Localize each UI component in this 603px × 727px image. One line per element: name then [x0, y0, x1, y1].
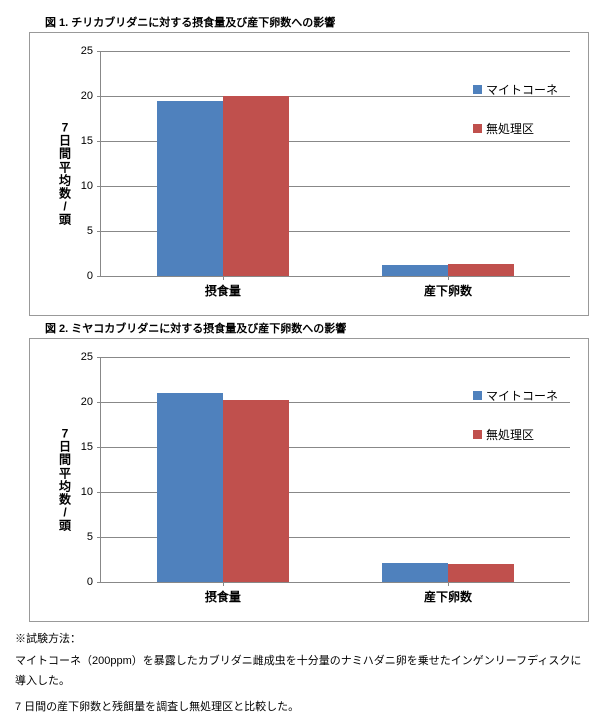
x-tick [448, 276, 449, 280]
y-tick [97, 141, 101, 142]
y-tick [97, 231, 101, 232]
footnote-line-2: 7 日間の産下卵数と残餌量を調査し無処理区と比較した。 [15, 698, 588, 718]
y-axis-label: 7日間平均数/頭 [58, 121, 72, 227]
grid-line [101, 357, 570, 358]
y-tick-label: 20 [81, 90, 93, 102]
y-tick-label: 0 [87, 270, 93, 282]
figure-title: 図 2. ミヤコカブリダニに対する摂食量及び産下卵数への影響 [45, 320, 588, 336]
legend-label: マイトコーネ [486, 387, 558, 404]
x-category-label: 摂食量 [205, 588, 241, 605]
x-tick [448, 582, 449, 586]
bar [382, 265, 448, 276]
y-tick [97, 357, 101, 358]
y-tick-label: 25 [81, 45, 93, 57]
chart-panel: 7日間平均数/頭 0 5 10 15 20 25 摂食量 産下卵数 マイトコーネ無処理区 [29, 338, 589, 622]
y-axis-label: 7日間平均数/頭 [58, 427, 72, 533]
grid-line [101, 51, 570, 52]
legend: マイトコーネ無処理区 [473, 81, 558, 159]
figure-title: 図 1. チリカブリダニに対する摂食量及び産下卵数への影響 [45, 14, 588, 30]
x-tick [223, 582, 224, 586]
bar [448, 564, 514, 582]
bar [382, 563, 448, 582]
y-tick [97, 186, 101, 187]
y-tick [97, 492, 101, 493]
y-tick-label: 5 [87, 225, 93, 237]
legend-label: マイトコーネ [486, 81, 558, 98]
legend-label: 無処理区 [486, 120, 534, 137]
y-tick-label: 0 [87, 576, 93, 588]
y-tick [97, 402, 101, 403]
legend-swatch [473, 430, 482, 439]
y-tick-label: 25 [81, 351, 93, 363]
bar [157, 101, 223, 277]
legend-label: 無処理区 [486, 426, 534, 443]
y-tick-label: 5 [87, 531, 93, 543]
bar [157, 393, 223, 582]
legend-swatch [473, 124, 482, 133]
footnote-line-1: マイトコーネ（200ppm）を暴露したカブリダニ雌成虫を十分量のナミハダニ卵を乗… [15, 652, 588, 692]
footnote-heading: ※試験方法： [15, 630, 588, 646]
y-tick [97, 96, 101, 97]
x-category-label: 産下卵数 [424, 588, 472, 605]
y-tick [97, 537, 101, 538]
x-tick [223, 276, 224, 280]
legend-item: マイトコーネ [473, 387, 558, 404]
y-tick [97, 582, 101, 583]
legend-item: 無処理区 [473, 120, 558, 137]
y-tick-label: 10 [81, 180, 93, 192]
y-tick [97, 51, 101, 52]
bar [448, 264, 514, 276]
chart-panel: 7日間平均数/頭 0 5 10 15 20 25 摂食量 産下卵数 マイトコーネ無処理区 [29, 32, 589, 316]
legend-swatch [473, 85, 482, 94]
bar [223, 96, 289, 276]
legend-item: 無処理区 [473, 426, 558, 443]
legend-swatch [473, 391, 482, 400]
y-tick-label: 10 [81, 486, 93, 498]
y-tick [97, 276, 101, 277]
x-category-label: 産下卵数 [424, 282, 472, 299]
y-tick-label: 15 [81, 441, 93, 453]
y-tick-label: 15 [81, 135, 93, 147]
bar [223, 400, 289, 582]
legend: マイトコーネ無処理区 [473, 387, 558, 465]
y-tick-label: 20 [81, 396, 93, 408]
legend-item: マイトコーネ [473, 81, 558, 98]
x-category-label: 摂食量 [205, 282, 241, 299]
y-tick [97, 447, 101, 448]
